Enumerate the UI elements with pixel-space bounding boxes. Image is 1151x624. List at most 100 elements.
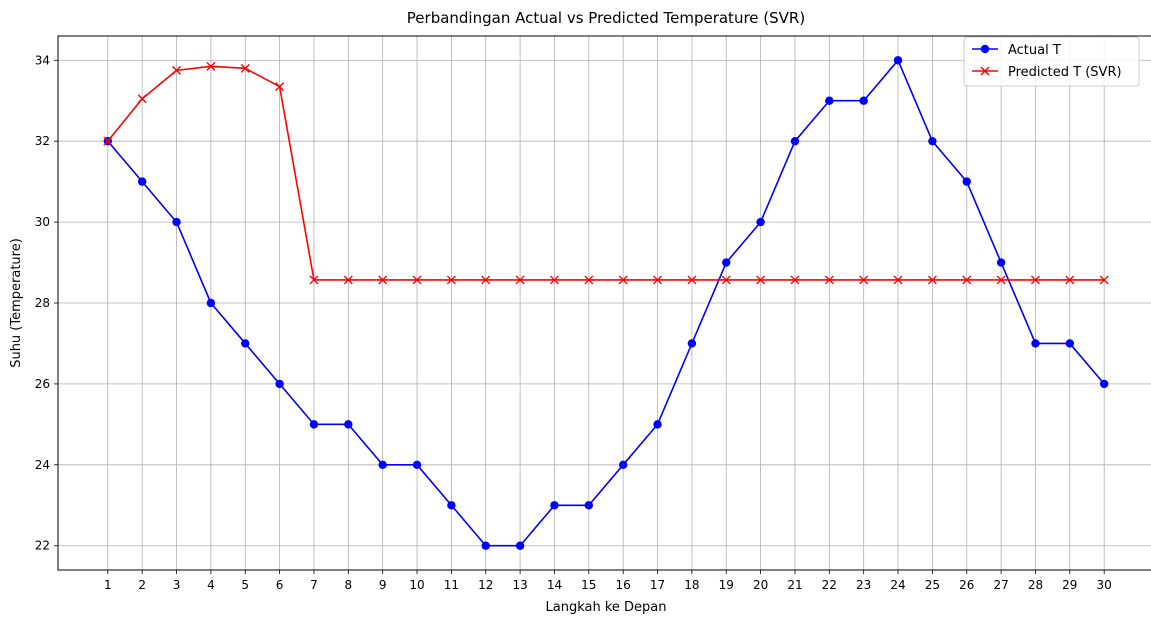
x-tick-label: 22 [822,578,837,592]
data-point-predicted [584,275,594,285]
data-point-actual [515,541,525,550]
data-point-predicted [653,275,663,285]
data-point-actual [722,258,731,267]
data-point-predicted [687,275,697,285]
data-point-actual [928,136,937,146]
x-tick-label: 16 [616,578,631,592]
data-point-actual [550,501,559,510]
x-tick-label: 15 [581,578,596,592]
data-point-predicted [790,275,800,285]
data-point-predicted [103,136,113,146]
y-tick-label: 30 [35,215,50,229]
data-point-predicted [446,275,456,285]
legend: Actual T Predicted T (SVR) [963,36,1140,87]
data-point-predicted [309,275,319,285]
data-point-actual [137,177,147,186]
data-point-actual [1031,339,1040,348]
data-point-actual [378,460,387,470]
data-point-predicted [481,275,491,285]
data-point-actual [447,501,456,510]
data-point-predicted [412,275,422,285]
grid [58,36,1151,570]
data-point-predicted [515,275,525,285]
data-point-predicted [343,275,353,285]
data-point-predicted [1099,275,1109,285]
data-point-actual [241,339,250,348]
data-point-actual [893,56,903,65]
series-line-0 [107,59,1105,547]
data-point-actual [1099,379,1109,389]
x-tick-label: 5 [241,578,249,592]
x-tick-label: 30 [1097,578,1112,592]
x-tick-label: 4 [207,578,215,592]
data-point-predicted [756,275,766,285]
x-tick-label: 3 [173,578,181,592]
data-point-actual [344,420,353,429]
x-tick-label: 29 [1062,578,1077,592]
series-line-1 [107,65,1105,281]
x-tick-label: 23 [856,578,871,592]
series-layer [103,56,1109,550]
x-tick-label: 27 [993,578,1008,592]
data-point-actual [687,339,697,348]
x-tick-label: 1 [104,578,112,592]
axes: 1 2 3 4 5 6 7 8 9 10 11 12 13 14 15 16 17 18 19 20 21 22 23 24 2… [35,53,1112,592]
data-point-actual [1065,339,1075,348]
x-tick-label: 21 [787,578,802,592]
data-point-actual [309,420,319,429]
y-tick-label: 28 [35,296,50,310]
x-tick-label: 25 [925,578,940,592]
data-point-actual [275,379,284,389]
x-tick-label: 18 [684,578,699,592]
data-point-predicted [1030,275,1040,285]
y-tick-label: 32 [35,134,50,148]
data-point-predicted [378,275,388,285]
data-point-predicted [275,82,285,92]
x-tick-label: 28 [1028,578,1043,592]
legend-label-actual: Actual T [1008,43,1061,58]
x-tick-label: 2 [138,578,146,592]
x-tick-label: 9 [379,578,387,592]
data-point-actual [962,177,971,186]
y-tick-label: 34 [35,53,50,67]
y-tick-label: 24 [35,458,50,472]
x-tick-label: 8 [344,578,352,592]
data-point-predicted [927,275,937,285]
data-point-actual [859,96,868,105]
x-tick-label: 12 [478,578,493,592]
legend-box [963,36,1140,87]
data-point-predicted [893,275,903,285]
data-point-actual [412,460,422,470]
x-tick-label: 7 [310,578,318,592]
legend-marker-predicted [980,66,990,76]
data-point-predicted [206,61,216,71]
x-tick-label: 24 [890,578,905,592]
data-point-actual [481,541,490,550]
legend-label-predicted: Predicted T (SVR) [1008,65,1122,80]
data-point-actual [618,460,628,470]
data-point-actual [172,217,181,227]
legend-marker-actual [980,44,990,54]
data-point-predicted [996,275,1006,285]
data-point-predicted [721,275,731,285]
data-point-predicted [1065,275,1075,285]
data-point-actual [584,501,594,510]
x-tick-label: 26 [959,578,974,592]
x-tick-label: 6 [276,578,284,592]
data-point-actual [825,96,834,105]
x-tick-label: 13 [512,578,527,592]
data-point-actual [790,136,800,146]
data-point-predicted [240,63,250,73]
data-point-predicted [618,275,628,285]
data-point-predicted [824,275,834,285]
data-point-predicted [137,94,147,104]
x-tick-label: 10 [409,578,424,592]
data-point-actual [206,298,216,308]
data-point-actual [756,217,765,227]
x-tick-label: 19 [719,578,734,592]
x-tick-label: 14 [547,578,562,592]
y-tick-label: 22 [35,539,50,553]
data-point-predicted [549,275,559,285]
data-point-predicted [962,275,972,285]
